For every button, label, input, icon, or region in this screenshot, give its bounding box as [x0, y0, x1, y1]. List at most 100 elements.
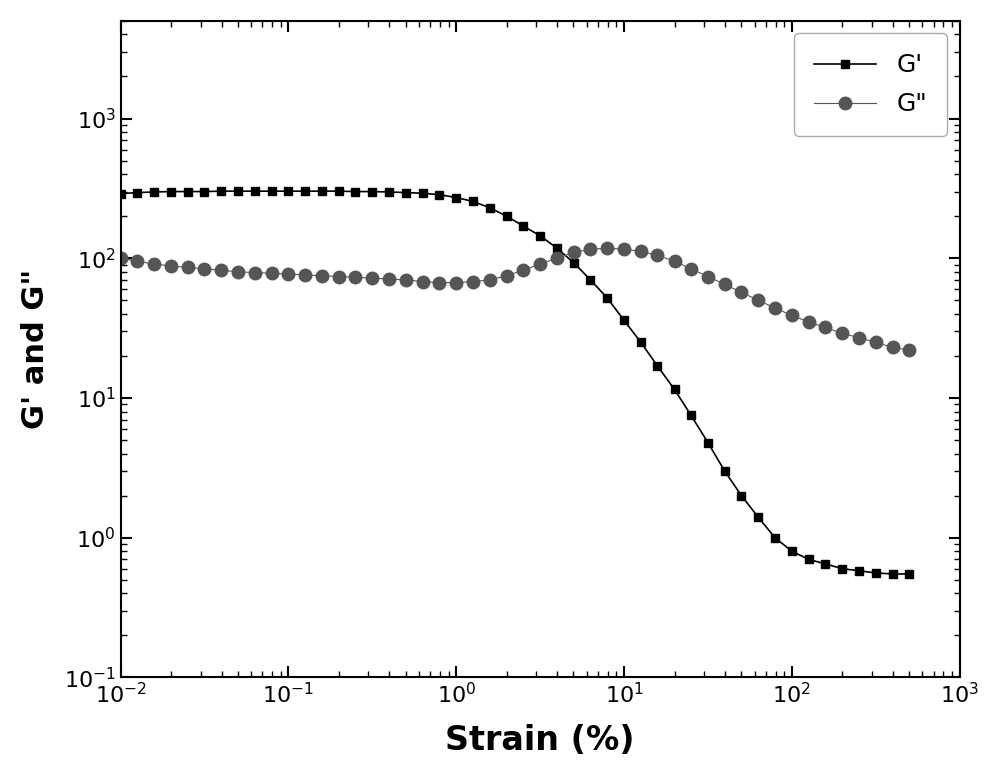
G': [803, 555, 815, 564]
G': [635, 338, 647, 347]
G': [165, 187, 177, 196]
G": [333, 272, 345, 281]
Legend: G', G": G', G": [794, 33, 947, 136]
G': [484, 203, 496, 212]
G': [853, 566, 865, 576]
G": [433, 278, 445, 287]
G": [148, 259, 160, 268]
G': [450, 193, 462, 202]
G': [752, 513, 764, 522]
G": [702, 272, 714, 281]
G': [870, 568, 882, 577]
G": [366, 274, 378, 283]
X-axis label: Strain (%): Strain (%): [445, 724, 635, 757]
G": [819, 323, 831, 332]
G": [584, 244, 596, 254]
G': [534, 231, 546, 240]
G": [383, 275, 395, 284]
G": [786, 310, 798, 320]
G": [836, 328, 848, 338]
G": [618, 244, 630, 254]
G': [769, 533, 781, 542]
G': [333, 187, 345, 196]
G': [148, 187, 160, 197]
G": [450, 278, 462, 287]
G": [349, 272, 361, 282]
G": [735, 288, 747, 297]
Line: G': G': [116, 187, 913, 578]
G": [266, 268, 278, 278]
G": [115, 254, 127, 263]
G": [685, 265, 697, 274]
G": [232, 267, 244, 276]
Line: G": G": [114, 242, 915, 356]
G': [433, 190, 445, 199]
G': [383, 187, 395, 197]
G": [198, 265, 210, 274]
G': [584, 275, 596, 285]
G": [534, 259, 546, 268]
G': [551, 244, 563, 253]
G": [417, 277, 429, 286]
G': [467, 197, 479, 206]
G": [484, 275, 496, 285]
G": [752, 296, 764, 305]
G": [215, 265, 227, 275]
G": [501, 271, 513, 280]
G": [467, 277, 479, 286]
G": [719, 280, 731, 289]
G": [517, 265, 529, 275]
G': [786, 547, 798, 556]
G': [182, 187, 194, 196]
G": [769, 303, 781, 313]
Y-axis label: G' and G": G' and G": [21, 269, 50, 429]
G": [316, 271, 328, 280]
G": [551, 254, 563, 263]
G": [903, 345, 915, 355]
G": [669, 257, 681, 266]
G": [887, 343, 899, 352]
G": [651, 251, 663, 260]
G': [903, 569, 915, 579]
G': [232, 187, 244, 196]
G': [651, 361, 663, 370]
G": [870, 338, 882, 347]
G': [400, 188, 412, 198]
G': [417, 188, 429, 198]
G': [131, 188, 143, 198]
G": [182, 263, 194, 272]
G': [887, 569, 899, 579]
G": [165, 261, 177, 271]
G": [249, 268, 261, 277]
G': [669, 385, 681, 394]
G': [517, 222, 529, 231]
G': [366, 187, 378, 196]
G": [601, 244, 613, 253]
G": [282, 269, 294, 279]
G': [282, 187, 294, 196]
G': [735, 491, 747, 500]
G": [299, 270, 311, 279]
G': [501, 212, 513, 221]
G': [568, 258, 580, 268]
G': [719, 466, 731, 475]
G": [853, 333, 865, 342]
G": [131, 257, 143, 266]
G': [198, 187, 210, 196]
G': [215, 187, 227, 196]
G': [299, 187, 311, 196]
G": [568, 247, 580, 257]
G": [400, 275, 412, 285]
G': [349, 187, 361, 196]
G': [115, 189, 127, 198]
G': [316, 187, 328, 196]
G": [635, 247, 647, 256]
G': [618, 316, 630, 325]
G': [836, 564, 848, 573]
G": [803, 317, 815, 327]
G': [819, 559, 831, 569]
G': [266, 187, 278, 196]
G': [601, 293, 613, 303]
G': [249, 187, 261, 196]
G': [702, 438, 714, 447]
